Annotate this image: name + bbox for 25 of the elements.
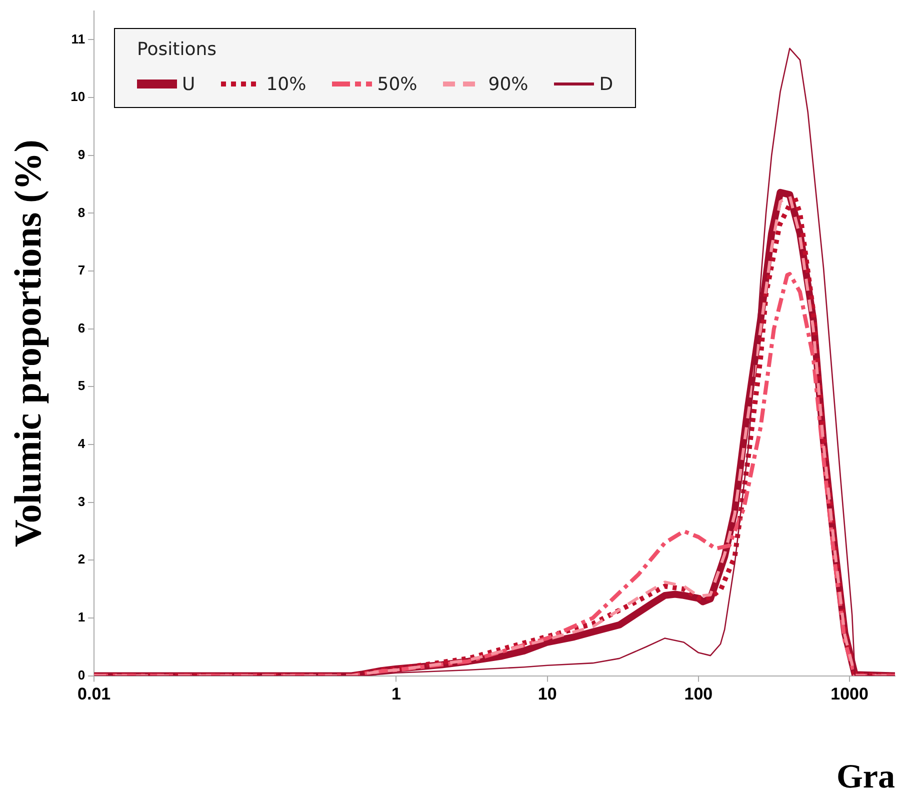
y-tick-label: 4: [78, 436, 86, 452]
y-tick-label: 11: [71, 31, 86, 46]
legend-label: 50%: [377, 74, 418, 95]
legend-title: Positions: [137, 38, 218, 60]
legend-label: 90%: [488, 74, 528, 95]
x-tick-label: 100: [684, 684, 713, 704]
x-tick-label: 0.01: [78, 684, 111, 704]
y-tick-label: 8: [78, 204, 86, 220]
y-axis-title: Volumic proportions (%): [8, 140, 50, 548]
x-tick-label: 1: [392, 684, 401, 704]
legend-label: D: [599, 74, 614, 95]
legend-label: 10%: [266, 74, 306, 95]
x-axis-title: Gra: [836, 758, 895, 796]
y-tick-label: 9: [78, 146, 86, 162]
y-tick-label: 7: [78, 262, 86, 278]
y-tick-label: 1: [78, 610, 86, 625]
x-tick-label: 1000: [830, 684, 868, 704]
x-tick-label: 10: [538, 684, 557, 704]
y-tick-label: 3: [78, 494, 86, 509]
legend-label: U: [182, 74, 196, 95]
y-tick-label: 2: [78, 552, 86, 567]
y-tick-label: 10: [70, 89, 86, 104]
y-tick-label: 0: [78, 667, 86, 682]
y-tick-label: 5: [78, 378, 86, 394]
y-tick-label: 6: [78, 320, 86, 336]
